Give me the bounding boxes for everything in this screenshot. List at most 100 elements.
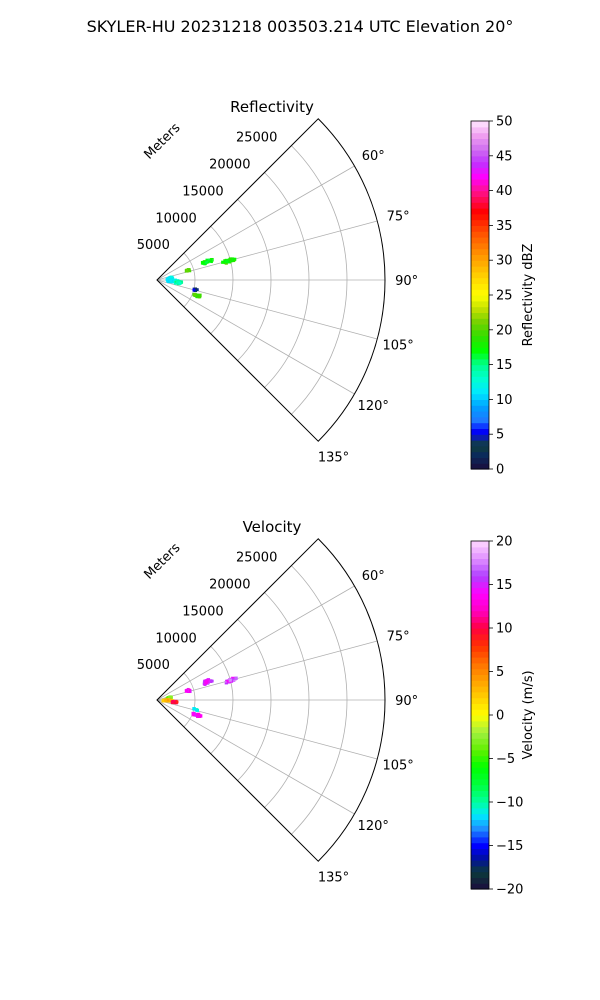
velocity-colorbar-swatch bbox=[471, 697, 489, 704]
velocity-echo-gate bbox=[166, 699, 170, 702]
reflectivity-echo-gate bbox=[207, 261, 210, 264]
velocity-colorbar-swatch bbox=[471, 564, 489, 571]
velocity-echo-gate bbox=[195, 708, 200, 712]
reflectivity-echo-gate bbox=[210, 260, 213, 264]
reflectivity-echo-gate bbox=[195, 288, 199, 292]
reflectivity-colorbar-swatch bbox=[471, 463, 489, 470]
reflectivity-colorbar-swatch bbox=[471, 190, 489, 197]
reflectivity-echo-gate bbox=[171, 278, 175, 282]
reflectivity-colorbar-swatch bbox=[471, 271, 489, 279]
velocity-azimuth-tick-label: 75° bbox=[387, 629, 410, 644]
velocity-colorbar-swatch bbox=[471, 691, 489, 699]
velocity-colorbar-swatch bbox=[471, 628, 489, 635]
velocity-azimuth-spoke bbox=[156, 699, 378, 760]
reflectivity-panel: Reflectivity 5000 10000 15000 20000 25000 Mete… bbox=[137, 98, 536, 478]
velocity-sector-frame bbox=[156, 538, 386, 862]
reflectivity-azimuth-spoke bbox=[156, 279, 378, 340]
velocity-colorbar-swatch bbox=[471, 703, 489, 710]
velocity-range-unit-label: Meters bbox=[141, 540, 183, 582]
reflectivity-colorbar: 0 5 10 15 20 25 30 35 40 45 50 Reflectivity dBZ bbox=[470, 115, 536, 478]
reflectivity-echo-gate bbox=[205, 261, 208, 264]
reflectivity-colorbar-swatch bbox=[471, 382, 489, 389]
reflectivity-colorbar-swatch bbox=[471, 451, 489, 458]
reflectivity-colorbar-swatch bbox=[471, 318, 489, 325]
velocity-colorbar-swatch bbox=[471, 581, 489, 588]
velocity-colorbar-swatch bbox=[471, 715, 489, 722]
velocity-colorbar-swatch bbox=[471, 773, 489, 780]
reflectivity-colorbar-swatch bbox=[471, 428, 489, 435]
reflectivity-azimuth-tick-label: 105° bbox=[382, 339, 413, 354]
velocity-colorbar-swatch bbox=[471, 680, 489, 687]
reflectivity-colorbar-swatch bbox=[471, 295, 489, 302]
reflectivity-echo-gate bbox=[176, 281, 179, 285]
velocity-echo-gate bbox=[233, 679, 236, 682]
velocity-colorbar-swatch bbox=[471, 738, 489, 745]
velocity-echo-gate bbox=[164, 699, 168, 703]
reflectivity-colorbar-swatch bbox=[471, 358, 489, 366]
reflectivity-echo-gate bbox=[229, 257, 233, 262]
velocity-colorbar-swatch bbox=[471, 541, 489, 548]
velocity-echo-gate bbox=[196, 712, 200, 717]
reflectivity-colorbar-swatch bbox=[471, 283, 489, 290]
reflectivity-echo-gate bbox=[166, 276, 170, 280]
reflectivity-range-tick-label: 5000 bbox=[137, 238, 170, 253]
velocity-colorbar-swatch bbox=[471, 778, 489, 786]
reflectivity-range-tick-label: 15000 bbox=[182, 184, 223, 199]
reflectivity-range-tick-label: 25000 bbox=[236, 131, 277, 146]
reflectivity-echo-gate bbox=[233, 259, 236, 262]
reflectivity-colorbar-swatch bbox=[471, 179, 489, 186]
reflectivity-echo-gate bbox=[173, 280, 178, 285]
reflectivity-range-unit-label: Meters bbox=[141, 120, 183, 162]
reflectivity-echo-gate bbox=[169, 279, 173, 283]
velocity-colorbar-swatch bbox=[471, 587, 489, 594]
reflectivity-colorbar-swatch bbox=[471, 231, 489, 238]
reflectivity-colorbar-swatch bbox=[471, 266, 489, 273]
velocity-echo-gate bbox=[232, 678, 235, 681]
velocity-colorbar-swatch bbox=[471, 790, 489, 797]
velocity-azimuth-tick-label: 120° bbox=[358, 819, 389, 834]
velocity-colorbar: −20 −15 −10 −5 0 5 10 15 20 Velocity (m/s) bbox=[470, 535, 536, 898]
velocity-echo-gate bbox=[194, 708, 197, 711]
velocity-echo-gate bbox=[184, 689, 189, 693]
velocity-colorbar-swatch bbox=[471, 842, 489, 849]
reflectivity-colorbar-swatch bbox=[471, 422, 489, 429]
reflectivity-colorbar-swatch bbox=[471, 300, 489, 308]
reflectivity-colorbar-swatch bbox=[471, 335, 489, 342]
velocity-colorbar-swatch bbox=[471, 860, 489, 867]
velocity-colorbar-swatch bbox=[471, 732, 489, 739]
reflectivity-colorbar-swatch bbox=[471, 150, 489, 157]
reflectivity-echo-gate bbox=[178, 281, 182, 285]
velocity-colorbar-swatch bbox=[471, 802, 489, 809]
reflectivity-azimuth-spoke bbox=[156, 220, 378, 281]
reflectivity-echo-gate bbox=[192, 287, 195, 290]
velocity-colorbar-swatch bbox=[471, 651, 489, 658]
velocity-echo-gate bbox=[191, 711, 196, 716]
reflectivity-colorbar-swatch bbox=[471, 364, 489, 371]
reflectivity-colorbar-tick-label: 0 bbox=[496, 463, 504, 478]
velocity-colorbar-tick-label: 10 bbox=[496, 622, 513, 637]
velocity-colorbar-swatch bbox=[471, 645, 489, 652]
velocity-colorbar-swatch bbox=[471, 784, 489, 791]
velocity-title: Velocity bbox=[243, 518, 302, 536]
reflectivity-echo-gate bbox=[174, 281, 177, 283]
reflectivity-colorbar-swatch bbox=[471, 457, 489, 464]
velocity-colorbar-tick-label: 15 bbox=[496, 578, 513, 593]
reflectivity-range-tick-label: 20000 bbox=[209, 158, 250, 173]
velocity-colorbar-swatch bbox=[471, 662, 489, 670]
reflectivity-colorbar-swatch bbox=[471, 254, 489, 261]
reflectivity-colorbar-tick-label: 10 bbox=[496, 393, 513, 408]
velocity-colorbar-swatch bbox=[471, 720, 489, 728]
velocity-colorbar-swatch bbox=[471, 575, 489, 583]
reflectivity-echo-gate bbox=[208, 258, 211, 261]
reflectivity-azimuth-spoke bbox=[156, 165, 355, 281]
reflectivity-title: Reflectivity bbox=[230, 98, 314, 116]
reflectivity-echo-gate bbox=[208, 259, 211, 262]
reflectivity-echo-gate bbox=[184, 270, 187, 273]
velocity-echo-gate bbox=[225, 680, 227, 683]
velocity-echo-gate bbox=[227, 679, 231, 683]
velocity-colorbar-swatch bbox=[471, 633, 489, 641]
reflectivity-azimuth-tick-label: 135° bbox=[318, 451, 349, 466]
reflectivity-colorbar-label: Reflectivity dBZ bbox=[521, 244, 536, 347]
velocity-azimuth-tick-label: 60° bbox=[362, 569, 385, 584]
